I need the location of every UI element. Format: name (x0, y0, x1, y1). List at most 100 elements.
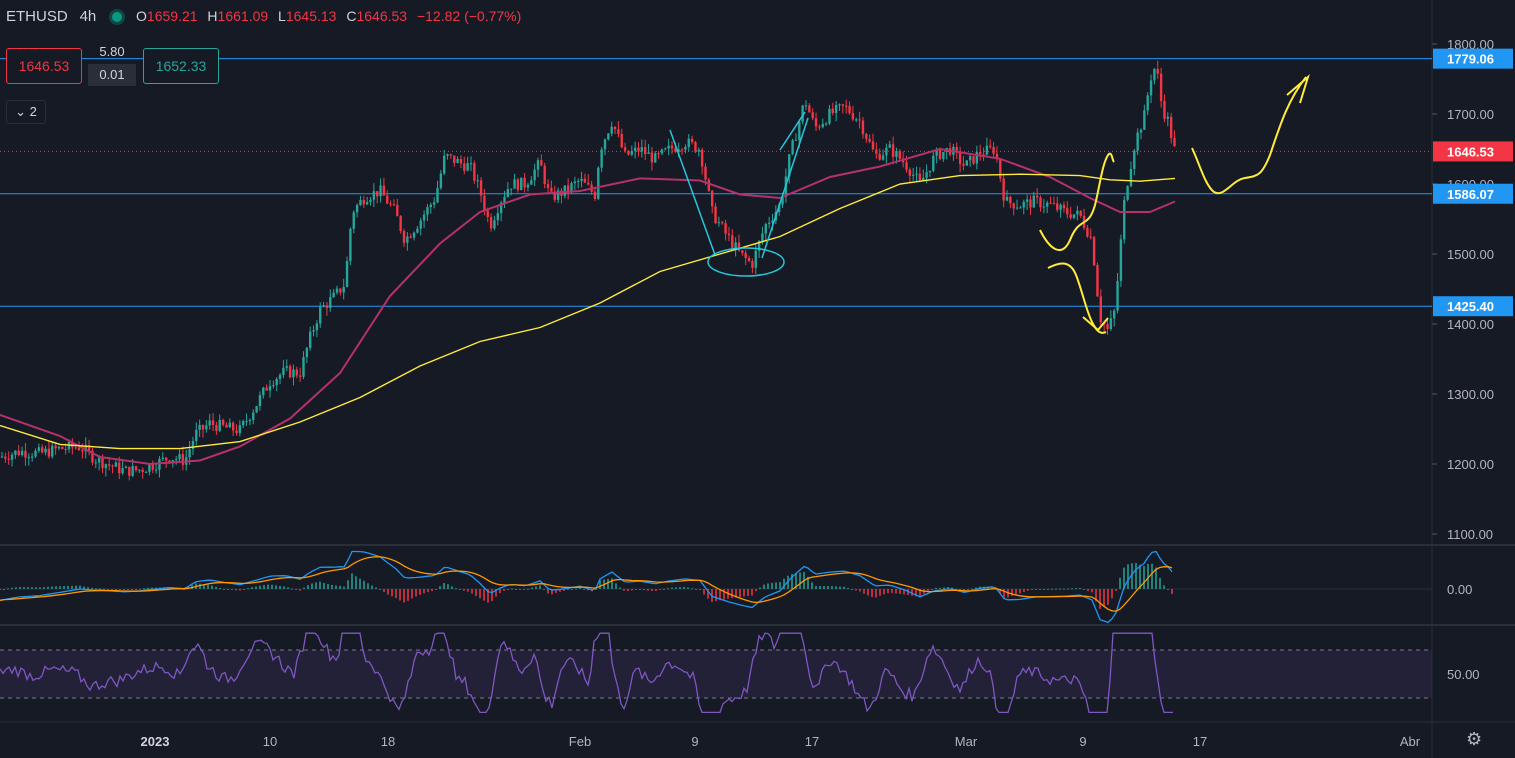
macd-histogram-bar (255, 586, 257, 589)
macd-histogram-bar (1035, 589, 1037, 590)
macd-histogram-bar (587, 589, 589, 591)
macd-histogram-bar (507, 589, 509, 590)
symbol-label[interactable]: ETHUSD (6, 8, 68, 25)
indicators-toggle[interactable]: ⌄ 2 (6, 100, 46, 124)
macd-histogram-bar (911, 589, 913, 596)
macd-histogram-bar (27, 587, 29, 589)
candle-body (7, 458, 10, 460)
candle-body (680, 149, 684, 151)
macd-histogram-bar (1075, 588, 1077, 590)
candle-body (556, 190, 560, 200)
candle-body (1166, 116, 1169, 119)
candle-body (231, 422, 235, 431)
candle-body (362, 199, 365, 205)
y-tick-label: 1300.00 (1447, 387, 1494, 402)
candle-body (824, 123, 828, 125)
macd-histogram-bar (623, 589, 625, 591)
candle-body (965, 160, 968, 166)
candle-body (1106, 324, 1109, 329)
y-tick-label: 1100.00 (1447, 527, 1493, 542)
hline-price-label: 1425.40 (1447, 299, 1494, 314)
change-value: −12.82 (−0.77%) (416, 8, 522, 24)
macd-histogram-bar (559, 589, 561, 592)
candle-body (633, 147, 637, 152)
candle-body (87, 445, 91, 451)
macd-histogram-bar (0, 589, 1, 590)
candle-body (958, 151, 962, 164)
open-value: 1659.21 (146, 8, 198, 24)
candle-body (992, 147, 995, 154)
macd-histogram-bar (423, 589, 425, 594)
macd-histogram-bar (39, 587, 41, 589)
candle-body (778, 204, 781, 213)
quantity-field[interactable]: 0.01 (88, 64, 136, 86)
macd-histogram-bar (199, 583, 201, 589)
macd-histogram-bar (899, 589, 901, 595)
candle-body (97, 457, 101, 463)
sell-button[interactable]: 1646.53 (6, 48, 82, 84)
macd-histogram-bar (455, 588, 457, 590)
interval-label[interactable]: 4h (79, 8, 97, 25)
macd-histogram-bar (683, 586, 685, 589)
macd-histogram-bar (607, 578, 609, 589)
macd-histogram-bar (443, 583, 445, 589)
macd-histogram-bar (783, 578, 785, 589)
macd-histogram-bar (1011, 589, 1013, 596)
candle-body (1133, 150, 1136, 169)
candle-body (603, 139, 607, 150)
macd-histogram-bar (875, 589, 877, 598)
candle-body (1116, 280, 1119, 311)
candle-body (834, 104, 838, 113)
candle-body (667, 145, 670, 149)
candle-body (530, 180, 533, 185)
candle-body (968, 156, 972, 161)
macd-histogram-bar (1023, 589, 1025, 592)
macd-histogram-bar (227, 589, 229, 590)
candle-body (479, 180, 483, 196)
candle-body (513, 179, 516, 189)
candle-body (637, 147, 640, 152)
candle-body (322, 305, 325, 307)
candle-body (372, 191, 376, 200)
candle-body (1153, 68, 1156, 81)
macd-histogram-bar (811, 582, 813, 589)
candle-body (660, 149, 664, 154)
macd-histogram-bar (147, 587, 149, 589)
candle-body (942, 151, 945, 160)
x-tick-label: 10 (263, 734, 277, 749)
candle-body (955, 146, 958, 152)
y-tick-label: 1700.00 (1447, 107, 1494, 122)
buy-button[interactable]: 1652.33 (143, 48, 219, 84)
candle-body (235, 430, 238, 434)
macd-histogram-bar (951, 587, 953, 589)
candle-body (141, 469, 144, 472)
candle-body (1089, 236, 1092, 238)
candle-body (1015, 207, 1019, 209)
macd-histogram-bar (1043, 588, 1045, 590)
candle-body (382, 185, 386, 196)
candle-body (881, 155, 885, 160)
candle-body (727, 233, 731, 236)
candle-body (365, 202, 369, 205)
macd-histogram-bar (295, 589, 297, 590)
candle-body (761, 233, 764, 242)
macd-histogram-bar (963, 589, 965, 591)
macd-histogram-bar (319, 581, 321, 589)
candle-body (1029, 199, 1032, 208)
open-label: O (136, 8, 147, 24)
gear-icon[interactable]: ⚙ (1466, 729, 1483, 749)
macd-histogram-bar (267, 584, 269, 589)
candle-body (208, 420, 211, 426)
candle-body (238, 425, 242, 434)
candle-body (540, 160, 543, 166)
candle-body (486, 210, 489, 217)
candle-body (456, 159, 459, 164)
candle-body (252, 412, 255, 420)
macd-histogram-bar (735, 589, 737, 598)
candle-body (473, 163, 476, 181)
candle-body (657, 153, 660, 155)
candle-body (851, 113, 855, 120)
spread-box: 5.80 0.01 (88, 42, 136, 86)
candle-body (268, 386, 272, 391)
